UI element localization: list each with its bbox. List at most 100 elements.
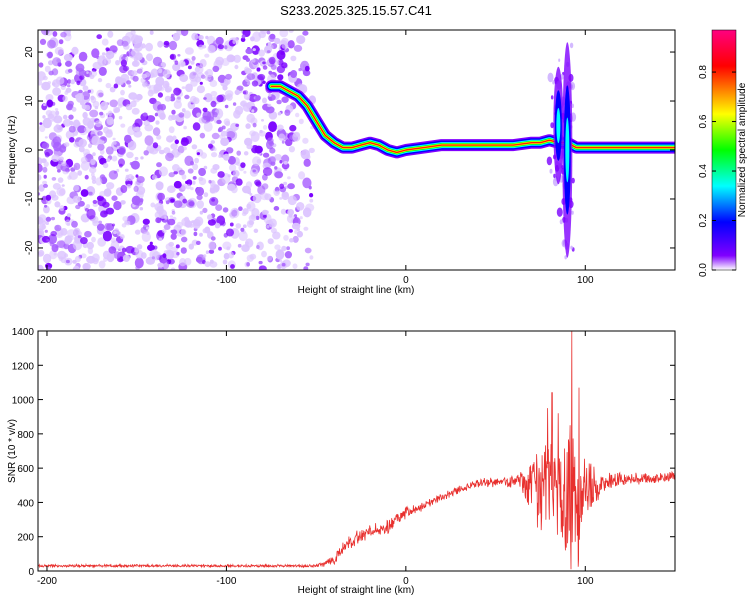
noise-speckle <box>223 153 230 161</box>
noise-speckle <box>203 121 213 132</box>
noise-speckle <box>258 265 267 270</box>
noise-speckle <box>170 114 177 121</box>
noise-speckle <box>176 221 183 228</box>
noise-speckle <box>127 140 137 151</box>
noise-speckle <box>52 87 61 96</box>
noise-speckle <box>235 223 242 229</box>
noise-speckle <box>123 54 127 58</box>
snr-y-tick-label: 400 <box>17 498 34 509</box>
noise-speckle <box>78 89 83 94</box>
noise-speckle <box>150 68 159 78</box>
noise-speckle <box>73 162 81 171</box>
noise-speckle <box>80 253 87 259</box>
noise-speckle <box>133 185 139 192</box>
noise-speckle <box>122 216 129 222</box>
noise-speckle <box>41 142 50 150</box>
noise-speckle <box>167 218 176 226</box>
noise-speckle <box>51 118 55 122</box>
noise-speckle <box>275 190 280 194</box>
noise-speckle <box>278 133 286 141</box>
noise-speckle <box>48 233 57 245</box>
noise-speckle <box>302 177 312 189</box>
noise-speckle <box>302 30 309 36</box>
snr-y-tick-label: 800 <box>17 430 34 441</box>
noise-speckle <box>238 230 248 242</box>
noise-speckle <box>170 54 175 60</box>
noise-speckle <box>42 117 52 129</box>
noise-speckle <box>92 220 99 227</box>
noise-speckle <box>133 56 139 62</box>
colorbar-gradient <box>711 29 737 271</box>
noise-speckle <box>296 35 306 45</box>
noise-speckle <box>181 108 186 113</box>
snr-y-tick-label: 600 <box>17 464 34 475</box>
noise-speckle <box>270 64 277 70</box>
noise-speckle <box>194 67 200 73</box>
noise-speckle <box>82 148 90 156</box>
colorbar-tick-label: 0.4 <box>698 164 709 178</box>
noise-speckle <box>125 104 133 111</box>
noise-speckle <box>288 146 295 153</box>
noise-speckle <box>127 174 134 182</box>
noise-speckle <box>72 119 81 129</box>
noise-speckle <box>298 171 306 180</box>
noise-speckle <box>277 112 282 116</box>
noise-speckle <box>183 146 187 151</box>
noise-speckle <box>262 214 267 218</box>
noise-speckle <box>213 147 217 152</box>
noise-speckle <box>252 31 262 42</box>
noise-speckle <box>112 137 116 141</box>
noise-speckle <box>281 245 287 252</box>
noise-speckle <box>180 247 187 254</box>
noise-speckle <box>211 132 220 140</box>
noise-speckle <box>165 88 171 93</box>
burst-speckle <box>559 219 563 225</box>
noise-speckle <box>43 183 48 188</box>
noise-speckle <box>175 96 182 103</box>
noise-speckle <box>230 207 240 219</box>
noise-speckle <box>274 244 281 250</box>
noise-speckle <box>134 229 141 235</box>
noise-speckle <box>268 218 277 228</box>
noise-speckle <box>204 261 211 268</box>
noise-speckle <box>101 136 106 141</box>
noise-speckle <box>52 183 62 190</box>
noise-speckle <box>184 216 190 223</box>
noise-speckle <box>103 210 109 215</box>
noise-speckle <box>135 249 144 259</box>
noise-speckle <box>266 30 271 35</box>
noise-speckle <box>238 206 243 211</box>
noise-speckle <box>140 156 144 160</box>
noise-speckle <box>222 241 232 250</box>
noise-speckle <box>92 199 98 204</box>
noise-speckle <box>241 34 246 39</box>
noise-speckle <box>156 134 162 140</box>
noise-speckle <box>158 237 163 241</box>
noise-speckle <box>304 247 312 254</box>
noise-speckle <box>246 262 250 267</box>
noise-speckle <box>173 87 182 96</box>
noise-speckle <box>235 178 243 186</box>
noise-speckle <box>181 236 188 243</box>
noise-speckle <box>227 183 236 191</box>
noise-speckle <box>229 164 237 172</box>
noise-speckle <box>228 251 235 259</box>
noise-speckle <box>136 176 145 183</box>
heatmap-x-tick-label: 0 <box>403 275 409 286</box>
noise-speckle <box>68 171 78 180</box>
noise-speckle <box>300 149 310 160</box>
noise-speckle <box>45 216 52 222</box>
noise-speckle <box>101 52 106 56</box>
noise-speckle <box>235 123 240 128</box>
noise-speckle <box>87 247 94 255</box>
noise-speckle <box>139 198 144 203</box>
noise-speckle <box>57 177 64 183</box>
noise-speckle <box>52 136 62 146</box>
noise-speckle <box>203 97 207 100</box>
noise-speckle <box>113 230 117 235</box>
noise-speckle <box>168 40 178 51</box>
noise-speckle <box>59 205 65 212</box>
noise-speckle <box>151 174 158 180</box>
noise-speckle <box>73 184 80 192</box>
noise-speckle <box>164 95 172 102</box>
